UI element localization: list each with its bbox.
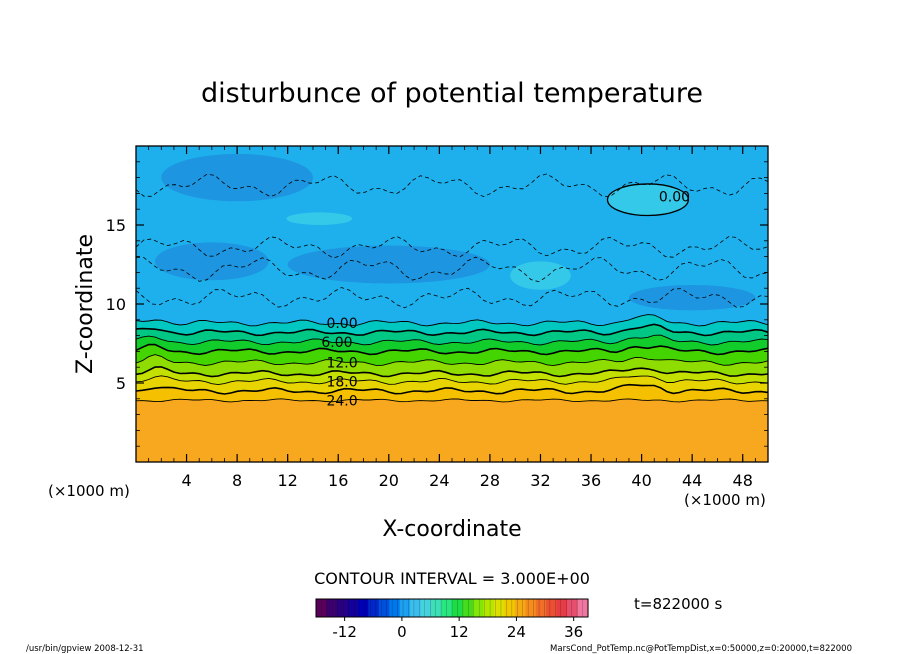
field-patch-2 [286,212,353,225]
x-unit-right: (×1000 m) [684,491,766,509]
y-tick-label: 5 [116,374,126,393]
x-tick-label: 36 [581,471,601,490]
colorbar-tick-label: 0 [397,623,407,641]
field-patch-0 [607,183,689,216]
colorbar-cell [399,599,411,617]
colorbar-tick-label: 24 [507,623,526,641]
colorbar-cell [368,599,380,617]
colorbar-cell [389,599,401,617]
colorbar-cell [420,599,432,617]
x-tick-label: 28 [480,471,500,490]
colorbar-cell [514,599,526,617]
colorbar-cell [326,599,338,617]
y-axis: 5 10 15 [106,145,768,463]
contour-dashed-2 [136,287,768,309]
field-patch-3 [161,153,313,202]
field-patch-1 [510,261,571,290]
colorbar-cell [347,599,359,617]
colorbar-cell [525,599,537,617]
colorbar-cell [577,599,589,617]
colorbar-cell [546,599,558,617]
field-patch-5 [154,242,269,281]
colorbar [315,598,589,618]
x-tick-label: 44 [682,471,702,490]
contour-line-3 [136,366,768,378]
colorbar-ticks: -12 0 12 24 36 [332,617,583,641]
colorbar-cell [567,599,579,617]
contour-label: 0.00 [326,316,357,332]
colorbar-tick-label: 36 [564,623,583,641]
x-tick-label: 48 [733,471,753,490]
footer-right: MarsCond_PotTemp.nc@PotTempDist,x=0:5000… [550,644,852,654]
colorbar-cell [441,599,453,617]
x-axis: 4 8 12 16 20 24 28 32 36 40 44 48 [135,146,769,490]
contour-line-8 [136,314,768,327]
time-label: t=822000 s [634,595,722,613]
field-patch-6 [628,285,756,311]
contour-label: 12.0 [326,355,357,371]
contour-interval-text: CONTOUR INTERVAL = 3.000E+00 [314,569,590,588]
colorbar-tick-label: -12 [332,623,357,641]
contour-lines [136,173,768,403]
contour-line-6 [136,334,768,346]
colorbar-cell [410,599,422,617]
colorbar-cell [504,599,516,617]
contour-label: 24.0 [326,393,357,409]
contour-line-4 [136,354,768,367]
field-layer-9 [136,398,768,462]
field-patch-4 [287,245,490,284]
contour-label: 0.00 [659,190,690,206]
colorbar-cell [483,599,495,617]
chart-title: disturbunce of potential temperature [201,78,703,109]
colorbar-frame [315,598,589,618]
colorbar-cell [431,599,443,617]
colorbar-cell [472,599,484,617]
colorbar-cell [535,599,547,617]
y-tick-label: 10 [106,295,126,314]
colorbar-cell [493,599,505,617]
colorbar-cell [336,599,348,617]
contour-line-1 [136,383,768,395]
x-tick-label: 12 [278,471,298,490]
contour-line-5 [136,343,768,356]
contour-line-0 [136,398,768,403]
x-tick-label: 4 [181,471,191,490]
colorbar-tick-label: 12 [450,623,469,641]
colorbar-cell [378,599,390,617]
x-axis-label: X-coordinate [382,517,521,542]
contour-dashed-3 [136,173,768,198]
colorbar-cell [357,599,369,617]
x-tick-label: 40 [631,471,651,490]
y-axis-label: Z-coordinate [73,234,98,374]
x-tick-label: 32 [530,471,550,490]
colorbar-cell [462,599,474,617]
x-tick-label: 16 [328,471,348,490]
x-unit-left: (×1000 m) [48,482,130,500]
contour-label: 6.00 [321,335,352,351]
contour-labels: 0.00 6.00 12.0 18.0 24.0 0.00 [321,190,690,410]
contour-label: 18.0 [326,374,357,390]
x-tick-label: 20 [379,471,399,490]
contour-line-7 [136,323,768,337]
colorbar-cell [556,599,568,617]
contour-dashed-1 [136,256,768,283]
contour-line-2 [136,375,768,386]
contour-closed-upper [606,183,690,217]
x-tick-label: 24 [429,471,449,490]
footer-left: /usr/bin/gpview 2008-12-31 [26,644,144,654]
y-tick-label: 15 [106,216,126,235]
x-tick-label: 8 [232,471,242,490]
